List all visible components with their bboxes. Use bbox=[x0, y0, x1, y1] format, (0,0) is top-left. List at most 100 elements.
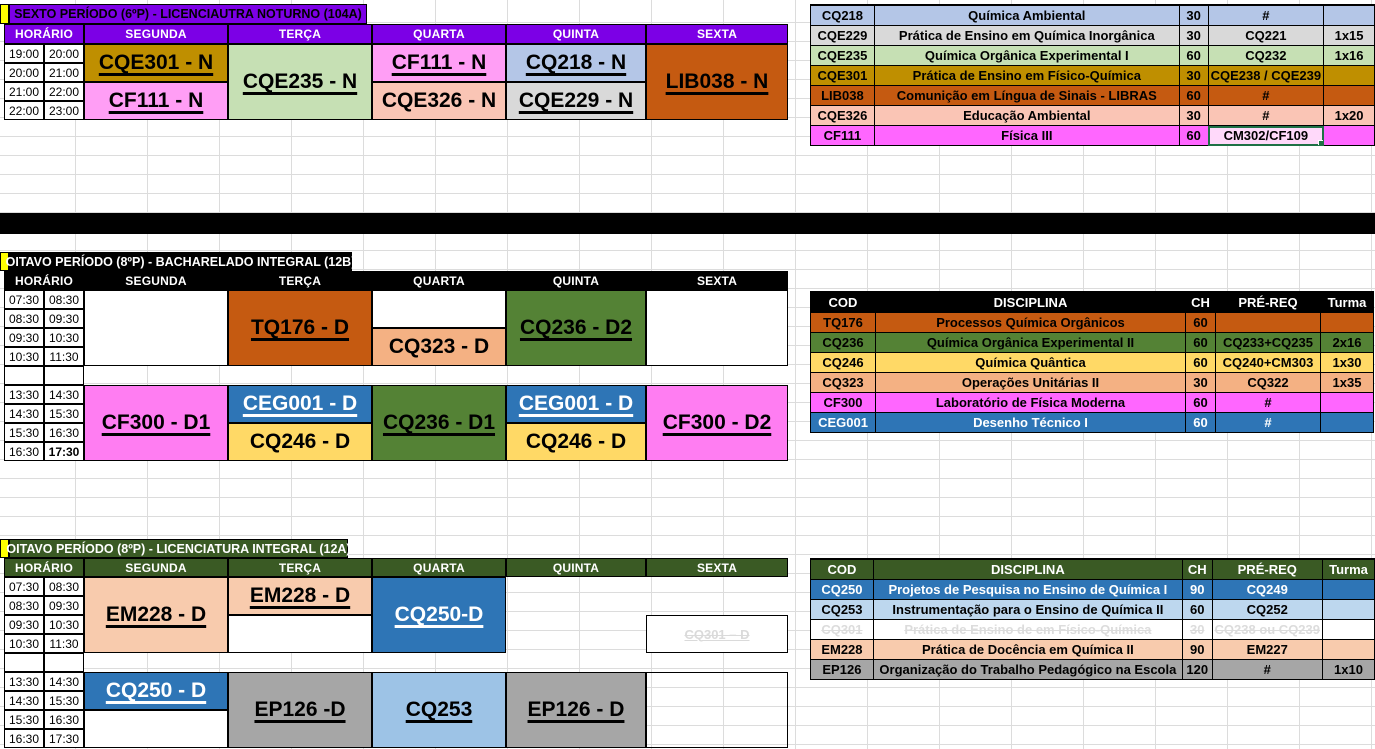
day-header-terça[interactable]: TERÇA bbox=[228, 271, 372, 290]
cell-prereq[interactable]: # bbox=[1207, 105, 1325, 126]
time-cell[interactable]: 14:30 bbox=[4, 691, 44, 710]
empty-cell[interactable] bbox=[646, 290, 788, 366]
cell-turma[interactable] bbox=[1320, 392, 1374, 413]
cell-disc[interactable]: Organização do Trabalho Pedagógico na Es… bbox=[872, 659, 1183, 680]
cell-cod[interactable]: CQ250 bbox=[810, 579, 874, 600]
time-cell[interactable]: 11:30 bbox=[44, 634, 84, 653]
time-cell[interactable]: 14:30 bbox=[4, 404, 44, 423]
cell-ch[interactable]: 60 bbox=[1181, 599, 1213, 620]
time-cell[interactable]: 17:30 bbox=[44, 729, 84, 748]
time-cell[interactable]: 07:30 bbox=[4, 290, 44, 309]
time-cell[interactable]: 14:30 bbox=[44, 672, 84, 691]
cell-prereq[interactable]: EM227 bbox=[1211, 639, 1324, 660]
time-cell[interactable]: 17:30 bbox=[44, 442, 84, 461]
cell-cod[interactable]: CQ218 bbox=[810, 4, 875, 26]
column-header[interactable]: COD bbox=[810, 291, 876, 313]
course-block-cq250d[interactable]: CQ250-D bbox=[372, 577, 506, 653]
section-title[interactable]: OITAVO PERÍODO (8ºP) - LICENCIATURA INTE… bbox=[6, 539, 351, 558]
time-cell[interactable]: 09:30 bbox=[4, 328, 44, 347]
column-header[interactable]: CH bbox=[1181, 558, 1213, 580]
cell-cod[interactable]: CEG001 bbox=[810, 412, 876, 433]
cell-cod[interactable]: CQ323 bbox=[810, 372, 876, 393]
time-cell[interactable]: 20:00 bbox=[4, 63, 44, 82]
cell-prereq[interactable]: CQ249 bbox=[1211, 579, 1324, 600]
horario-header[interactable]: HORÁRIO bbox=[4, 24, 84, 44]
course-block-cq218n[interactable]: CQ218 - N bbox=[506, 44, 646, 82]
cell-cod[interactable]: CQ236 bbox=[810, 332, 876, 353]
day-header-quinta[interactable]: QUINTA bbox=[506, 24, 646, 44]
time-cell[interactable]: 23:00 bbox=[44, 101, 84, 120]
cell-turma[interactable]: 1x16 bbox=[1323, 45, 1375, 66]
cell-turma[interactable] bbox=[1320, 312, 1374, 333]
cell-cod[interactable]: CQ253 bbox=[810, 599, 874, 620]
course-block-cqe235n[interactable]: CQE235 - N bbox=[228, 44, 372, 120]
section-title[interactable]: SEXTO PERÍODO (6ºP) - LICENCIAUTRA NOTUR… bbox=[9, 4, 367, 24]
day-header-segunda[interactable]: SEGUNDA bbox=[84, 271, 228, 290]
cell-ch[interactable]: 60 bbox=[1178, 125, 1209, 146]
cell-disc[interactable]: Prática de Ensino em Química Inorgânica bbox=[873, 25, 1180, 46]
cell-turma[interactable]: 1x20 bbox=[1323, 105, 1375, 126]
course-block-cqe301n[interactable]: CQE301 - N bbox=[84, 44, 228, 82]
horario-header[interactable]: HORÁRIO bbox=[4, 558, 84, 577]
cell-ch[interactable]: 60 bbox=[1178, 85, 1209, 106]
cell-turma[interactable] bbox=[1323, 125, 1375, 146]
day-header-quarta[interactable]: QUARTA bbox=[372, 271, 506, 290]
time-cell[interactable]: 08:30 bbox=[44, 577, 84, 596]
cell-cod[interactable]: CQE326 bbox=[810, 105, 875, 126]
cell-disc[interactable]: Comunição em Língua de Sinais - LIBRAS bbox=[873, 85, 1180, 106]
day-header-terça[interactable]: TERÇA bbox=[228, 24, 372, 44]
cell-ch[interactable]: 30 bbox=[1178, 4, 1209, 26]
cell-ch[interactable]: 60 bbox=[1185, 352, 1216, 373]
cell-ch[interactable]: 60 bbox=[1185, 412, 1216, 433]
day-header-quinta[interactable]: QUINTA bbox=[506, 558, 646, 577]
course-block-cq250d[interactable]: CQ250 - D bbox=[84, 672, 228, 710]
time-cell[interactable]: 21:00 bbox=[4, 82, 44, 101]
empty-cell[interactable] bbox=[228, 615, 372, 653]
empty-cell[interactable] bbox=[84, 290, 228, 366]
cell-disc[interactable]: Processos Química Orgânicos bbox=[875, 312, 1186, 333]
cell-turma[interactable] bbox=[1322, 579, 1375, 600]
column-header[interactable]: PRÉ-REQ bbox=[1211, 558, 1324, 580]
day-header-sexta[interactable]: SEXTA bbox=[646, 24, 788, 44]
course-block-cq246d[interactable]: CQ246 - D bbox=[506, 423, 646, 461]
course-block-cq301d[interactable]: CQ301 – D bbox=[646, 615, 788, 653]
empty-cell[interactable] bbox=[84, 710, 228, 748]
cell-turma[interactable]: 1x35 bbox=[1320, 372, 1374, 393]
cell-disc[interactable]: Laboratório de Física Moderna bbox=[875, 392, 1186, 413]
cell-cod[interactable]: EP126 bbox=[810, 659, 874, 680]
cell-ch[interactable]: 60 bbox=[1178, 45, 1209, 66]
time-cell[interactable]: 16:30 bbox=[44, 423, 84, 442]
cell-ch[interactable]: 90 bbox=[1181, 579, 1213, 600]
cell-disc[interactable]: Química Orgânica Experimental I bbox=[873, 45, 1180, 66]
cell-prereq[interactable]: # bbox=[1207, 85, 1325, 106]
cell-disc[interactable]: Educação Ambiental bbox=[873, 105, 1180, 126]
empty-cell[interactable] bbox=[646, 672, 788, 748]
day-header-sexta[interactable]: SEXTA bbox=[646, 558, 788, 577]
empty-cell[interactable] bbox=[372, 290, 506, 328]
cell-cod[interactable]: CQE235 bbox=[810, 45, 875, 66]
course-block-cqe326n[interactable]: CQE326 - N bbox=[372, 82, 506, 120]
cell-prereq[interactable]: # bbox=[1211, 659, 1324, 680]
course-block-ep126d[interactable]: EP126 - D bbox=[506, 672, 646, 748]
cell-cod[interactable]: CQ301 bbox=[810, 619, 874, 640]
time-cell-empty[interactable] bbox=[44, 653, 84, 672]
course-block-cf111n[interactable]: CF111 - N bbox=[84, 82, 228, 120]
course-block-ep126d[interactable]: EP126 -D bbox=[228, 672, 372, 748]
column-header[interactable]: Turma bbox=[1322, 558, 1375, 580]
day-header-quinta[interactable]: QUINTA bbox=[506, 271, 646, 290]
column-header[interactable]: PRÉ-REQ bbox=[1215, 291, 1321, 313]
cell-ch[interactable]: 30 bbox=[1185, 372, 1216, 393]
cell-cod[interactable]: EM228 bbox=[810, 639, 874, 660]
course-block-cq236d2[interactable]: CQ236 - D2 bbox=[506, 290, 646, 366]
cell-disc[interactable]: Desenho Técnico I bbox=[875, 412, 1186, 433]
cell-disc[interactable]: Física III bbox=[873, 125, 1180, 146]
column-header[interactable]: Turma bbox=[1320, 291, 1374, 313]
cell-ch[interactable]: 30 bbox=[1181, 619, 1213, 640]
cell-prereq[interactable]: CQ238 ou CQ239 bbox=[1211, 619, 1324, 640]
time-cell[interactable]: 09:30 bbox=[44, 596, 84, 615]
time-cell[interactable]: 13:30 bbox=[4, 672, 44, 691]
cell-prereq[interactable]: CQ233+CQ235 bbox=[1215, 332, 1321, 353]
time-cell-empty[interactable] bbox=[4, 653, 44, 672]
course-block-cf300d1[interactable]: CF300 - D1 bbox=[84, 385, 228, 461]
cell-turma[interactable] bbox=[1322, 599, 1375, 620]
